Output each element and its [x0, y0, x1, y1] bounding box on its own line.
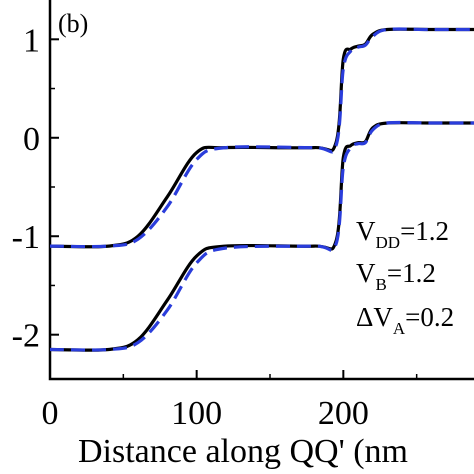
annotation-1: VDD=1.2 — [356, 216, 449, 252]
x-tick-label-0: 0 — [42, 395, 59, 432]
y-tick-label--2: -2 — [12, 318, 40, 355]
series-layer — [49, 27, 474, 352]
x-tick-label-200: 200 — [318, 395, 369, 432]
ticks-layer: 0 100 200 1 0 -1 -2 — [12, 22, 418, 432]
series-line-1-solid — [49, 27, 474, 249]
y-tick-label--1: -1 — [12, 219, 40, 256]
y-tick-label-1: 1 — [23, 22, 40, 59]
annotations-layer: VDD=1.2 VB=1.2 ΔVA=0.2 — [356, 216, 454, 338]
annotation-2: VB=1.2 — [356, 258, 436, 294]
x-axis-label: Distance along QQ' (nm — [78, 433, 408, 470]
series-line-2-dashed — [49, 27, 474, 249]
panel-label: (b) — [58, 9, 88, 38]
series-line-4-dashed — [49, 120, 474, 352]
x-tick-label-100: 100 — [171, 395, 222, 432]
y-tick-label-0: 0 — [23, 121, 40, 158]
annotation-3: ΔVA=0.2 — [356, 302, 454, 338]
